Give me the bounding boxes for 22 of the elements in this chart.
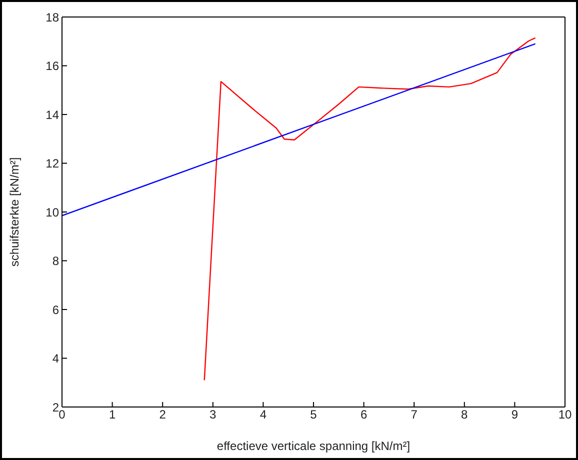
y-tick-label: 8 [52,254,60,268]
x-tick-label: 1 [108,408,116,422]
x-tick-label: 5 [310,408,318,422]
line-series [204,37,536,381]
x-axis-title: effectieve verticale spanning [kN/m²] [216,439,410,453]
y-tick-label: 18 [46,10,60,24]
x-tick-label: 10 [558,408,572,422]
x-tick-label: 0 [58,408,66,422]
x-tick-label: 6 [360,408,368,422]
y-tick-label: 14 [46,108,60,122]
y-tick-label: 6 [52,302,60,317]
y-tick-label: 10 [46,205,60,220]
x-tick-label: 4 [260,408,267,422]
y-tick-label: 16 [46,59,60,74]
x-tick-label: 9 [511,408,518,422]
y-tick-label: 12 [46,156,60,171]
y-axis-title: schuifsterkte [kN/m²] [7,157,22,267]
y-tick-label: 4 [52,352,60,366]
x-tick-label: 8 [461,408,468,422]
x-tick-label: 2 [159,408,166,422]
x-tick-label: 3 [210,408,217,422]
x-tick-label: 7 [410,408,418,422]
